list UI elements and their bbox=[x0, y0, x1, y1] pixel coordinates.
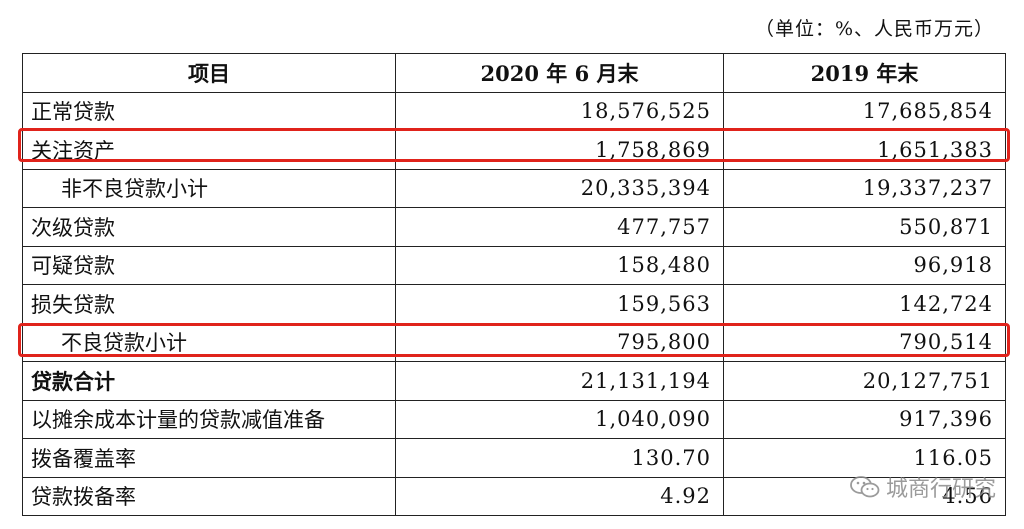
table-row: 拨备覆盖率 130.70 116.05 bbox=[22, 438, 1006, 478]
row-label: 拨备覆盖率 bbox=[22, 438, 396, 478]
table-row: 不良贷款小计 795,800 790,514 bbox=[22, 322, 1006, 362]
header-2019: 2019 年末 bbox=[723, 53, 1006, 93]
value-2019: 19,337,237 bbox=[723, 168, 1006, 208]
value-2020: 1,040,090 bbox=[395, 399, 724, 439]
row-label: 以摊余成本计量的贷款减值准备 bbox=[22, 399, 396, 439]
row-label: 正常贷款 bbox=[22, 91, 396, 131]
table-row: 以摊余成本计量的贷款减值准备 1,040,090 917,396 bbox=[22, 399, 1006, 439]
value-2019: 550,871 bbox=[723, 207, 1006, 247]
row-label: 非不良贷款小计 bbox=[22, 168, 396, 208]
value-2019: 96,918 bbox=[723, 245, 1006, 285]
table-header-row: 项目 2020 年 6 月末 2019 年末 bbox=[22, 53, 1006, 93]
wechat-icon bbox=[850, 475, 880, 499]
row-label: 关注资产 bbox=[22, 130, 396, 170]
row-label: 贷款拨备率 bbox=[22, 476, 396, 516]
value-2020: 159,563 bbox=[395, 284, 724, 324]
value-2020: 477,757 bbox=[395, 207, 724, 247]
row-label: 贷款合计 bbox=[22, 361, 396, 401]
header-2020: 2020 年 6 月末 bbox=[395, 53, 724, 93]
table-row: 损失贷款 159,563 142,724 bbox=[22, 284, 1006, 324]
value-2019: 116.05 bbox=[723, 438, 1006, 478]
table-row: 次级贷款 477,757 550,871 bbox=[22, 207, 1006, 247]
table-row: 关注资产 1,758,869 1,651,383 bbox=[22, 130, 1006, 170]
value-2019: 142,724 bbox=[723, 284, 1006, 324]
row-label: 损失贷款 bbox=[22, 284, 396, 324]
header-item: 项目 bbox=[22, 53, 396, 93]
table-row: 贷款合计 21,131,194 20,127,751 bbox=[22, 361, 1006, 401]
value-2020: 4.92 bbox=[395, 476, 724, 516]
table-row: 可疑贷款 158,480 96,918 bbox=[22, 245, 1006, 285]
unit-note: （单位：%、人民币万元） bbox=[754, 18, 994, 40]
table-row: 非不良贷款小计 20,335,394 19,337,237 bbox=[22, 168, 1006, 208]
value-2020: 130.70 bbox=[395, 438, 724, 478]
value-2019: 790,514 bbox=[723, 322, 1006, 362]
watermark: 城商行研究 bbox=[850, 471, 996, 503]
row-label: 可疑贷款 bbox=[22, 245, 396, 285]
value-2019: 20,127,751 bbox=[723, 361, 1006, 401]
value-2020: 795,800 bbox=[395, 322, 724, 362]
table-row: 正常贷款 18,576,525 17,685,854 bbox=[22, 91, 1006, 131]
table-row: 贷款拨备率 4.92 4.56 bbox=[22, 476, 1006, 516]
row-label: 次级贷款 bbox=[22, 207, 396, 247]
value-2020: 18,576,525 bbox=[395, 91, 724, 131]
value-2020: 158,480 bbox=[395, 245, 724, 285]
value-2019: 917,396 bbox=[723, 399, 1006, 439]
loan-quality-table: 项目 2020 年 6 月末 2019 年末 正常贷款 18,576,525 1… bbox=[22, 53, 1006, 516]
value-2019: 17,685,854 bbox=[723, 91, 1006, 131]
value-2019: 1,651,383 bbox=[723, 130, 1006, 170]
value-2020: 20,335,394 bbox=[395, 168, 724, 208]
value-2020: 1,758,869 bbox=[395, 130, 724, 170]
value-2020: 21,131,194 bbox=[395, 361, 724, 401]
row-label: 不良贷款小计 bbox=[22, 322, 396, 362]
watermark-text: 城商行研究 bbox=[885, 477, 996, 502]
